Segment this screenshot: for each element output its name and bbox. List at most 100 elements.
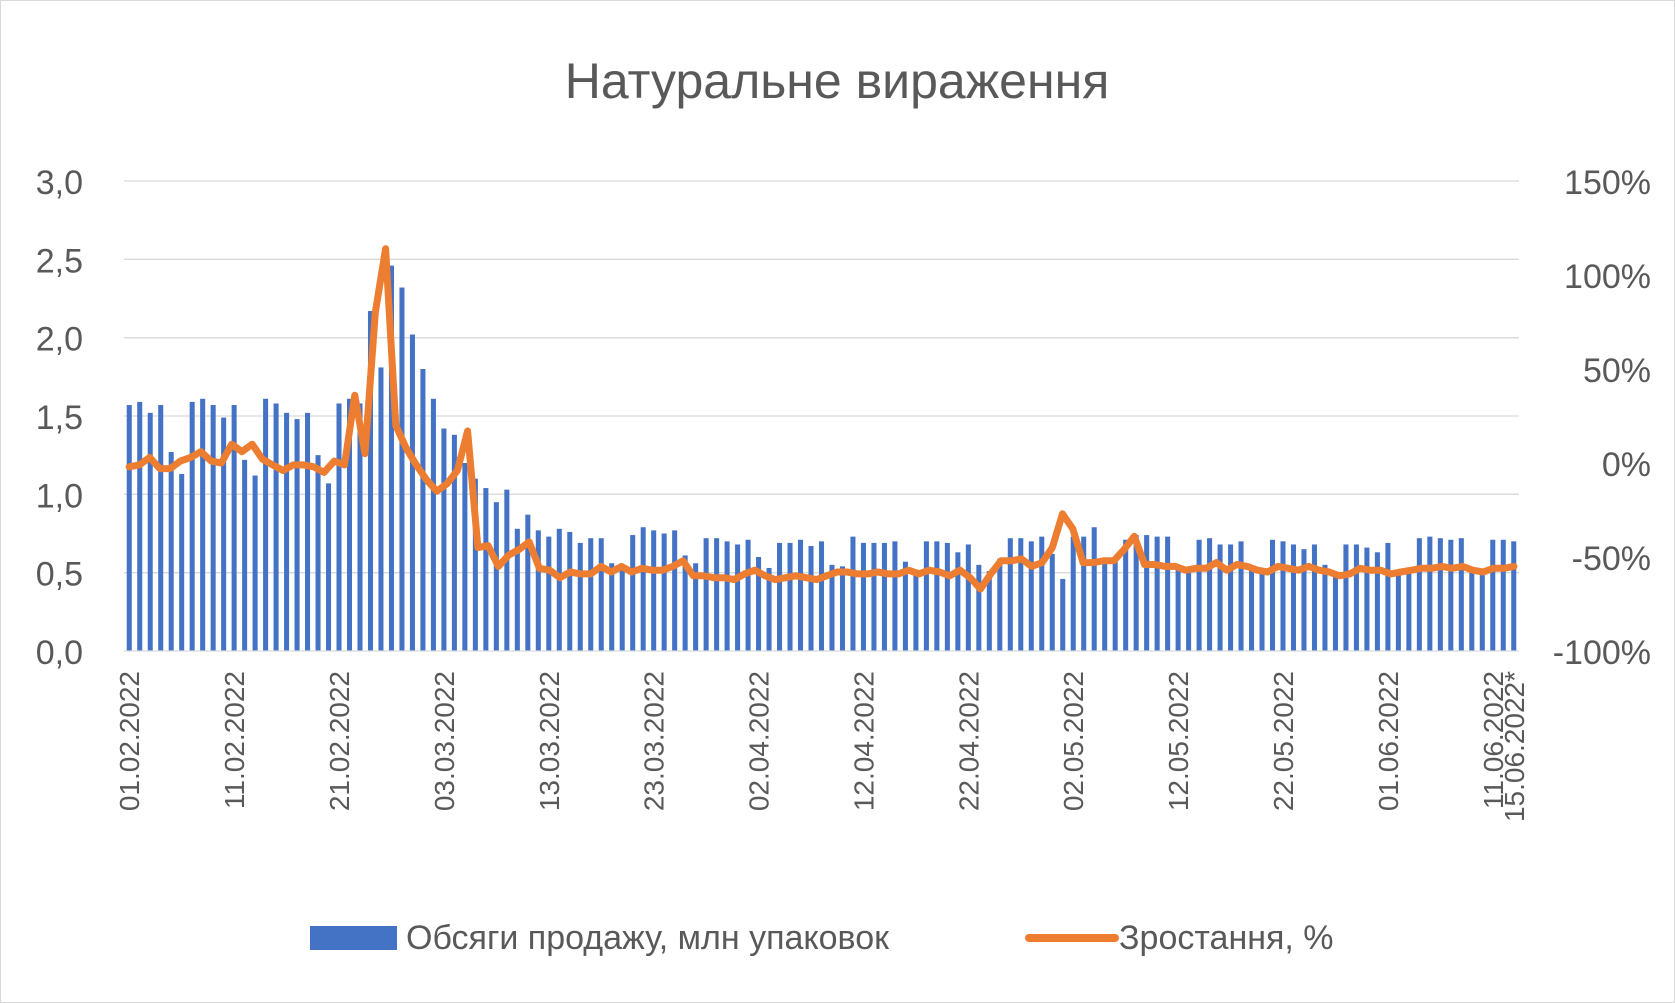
sales-bar: [535, 530, 541, 651]
sales-bar: [1395, 569, 1401, 651]
right-tick-label: 100%: [1564, 258, 1651, 296]
left-tick-label: 3,0: [36, 164, 83, 202]
x-tick-label: 11.02.2022: [219, 671, 250, 809]
sales-bar: [1007, 538, 1013, 651]
sales-bar: [1385, 542, 1391, 651]
x-tick-label: 23.03.2022: [639, 671, 670, 811]
x-axis-ticks: 01.02.2022 11.02.2022 21.02.2022 03.03.2022…: [114, 671, 1530, 822]
x-tick-label: 22.05.2022: [1268, 671, 1299, 811]
sales-bar: [210, 405, 216, 651]
x-tick-label: 01.02.2022: [114, 671, 145, 811]
sales-bar: [1039, 536, 1045, 651]
sales-bar: [714, 538, 720, 651]
sales-bar: [829, 564, 835, 651]
sales-bar: [577, 542, 583, 651]
sales-bar: [1081, 536, 1087, 651]
sales-bar: [189, 401, 195, 651]
right-tick-label: -100%: [1553, 634, 1651, 672]
sales-bar: [294, 419, 300, 651]
sales-bar: [682, 555, 688, 651]
sales-bar: [567, 531, 573, 651]
sales-bar: [1217, 544, 1223, 651]
sales-bar: [1133, 535, 1139, 651]
right-axis-ticks: -100% -50% 0% 50% 100% 150%: [1553, 164, 1651, 672]
x-tick-label: 03.03.2022: [429, 671, 460, 811]
sales-bar: [735, 544, 741, 651]
sales-bar: [976, 564, 982, 651]
sales-bar: [493, 502, 499, 651]
sales-bar: [231, 405, 237, 651]
sales-bar: [1353, 544, 1359, 651]
sales-bar: [1102, 563, 1108, 651]
right-tick-label: 0%: [1602, 446, 1651, 484]
sales-bar: [766, 567, 772, 651]
right-tick-label: 150%: [1564, 164, 1651, 202]
sales-bar: [1259, 572, 1265, 651]
sales-bar: [1374, 552, 1380, 651]
sales-bar: [378, 367, 384, 651]
left-tick-label: 1,0: [36, 477, 83, 515]
left-tick-label: 1,5: [36, 399, 83, 437]
sales-bar: [1469, 569, 1475, 651]
sales-bar: [367, 311, 374, 651]
sales-bar: [1091, 527, 1097, 651]
chart-title: Натуральне вираження: [565, 53, 1110, 109]
growth-line: [125, 245, 1518, 593]
legend-label-bars: Обсяги продажу, млн упаковок: [406, 919, 890, 957]
x-tick-label: 11.06.2022: [1478, 671, 1509, 809]
sales-bar: [1228, 544, 1234, 651]
sales-bar: [1427, 536, 1433, 651]
left-tick-label: 2,5: [36, 242, 83, 280]
sales-bar: [892, 541, 898, 651]
sales-bar: [525, 514, 531, 651]
sales-bar: [430, 398, 436, 651]
left-tick-label: 2,0: [36, 321, 83, 359]
bar-series: [126, 265, 1517, 651]
left-tick-label: 0,5: [36, 556, 83, 594]
legend: Обсяги продажу, млн упаковок Зростання, …: [310, 919, 1334, 957]
sales-bar: [252, 475, 258, 651]
sales-bar: [965, 544, 971, 651]
sales-bar: [860, 542, 866, 651]
sales-bar: [305, 412, 311, 651]
sales-bar: [1490, 539, 1496, 651]
sales-bar: [1060, 578, 1066, 651]
sales-bar: [881, 542, 887, 651]
sales-bar: [1437, 538, 1443, 651]
left-tick-label: 0,0: [36, 634, 83, 672]
sales-bar: [1238, 541, 1244, 651]
right-tick-label: 50%: [1583, 352, 1651, 390]
x-tick-label: 12.04.2022: [848, 671, 879, 811]
sales-bar: [609, 563, 615, 651]
sales-bar: [672, 530, 678, 651]
sales-bar: [661, 533, 667, 651]
sales-bar: [1301, 549, 1307, 651]
sales-bar: [1165, 536, 1171, 651]
sales-bar: [273, 403, 279, 651]
sales-bar: [997, 558, 1003, 651]
sales-bar: [1269, 539, 1276, 651]
sales-bar: [818, 541, 825, 651]
sales-bar: [514, 528, 520, 651]
sales-bar: [787, 542, 793, 651]
sales-bar: [598, 538, 604, 651]
sales-bar: [137, 401, 143, 651]
sales-bar: [1207, 538, 1213, 651]
sales-bar: [619, 567, 625, 651]
sales-bar: [808, 546, 814, 651]
sales-bar: [263, 398, 269, 651]
sales-bar: [1500, 539, 1506, 651]
sales-bar: [483, 488, 489, 651]
x-tick-label: 13.03.2022: [534, 671, 565, 811]
sales-bar: [147, 412, 153, 651]
sales-bar: [546, 536, 552, 651]
sales-bar: [839, 566, 845, 651]
sales-bar: [1028, 541, 1034, 651]
sales-bar: [1123, 539, 1129, 651]
x-tick-label: 22.04.2022: [953, 671, 984, 811]
sales-bar: [1175, 566, 1181, 651]
sales-bar: [168, 452, 174, 651]
sales-bar: [1249, 567, 1255, 651]
sales-bar: [556, 528, 562, 651]
sales-bar: [1448, 539, 1454, 651]
